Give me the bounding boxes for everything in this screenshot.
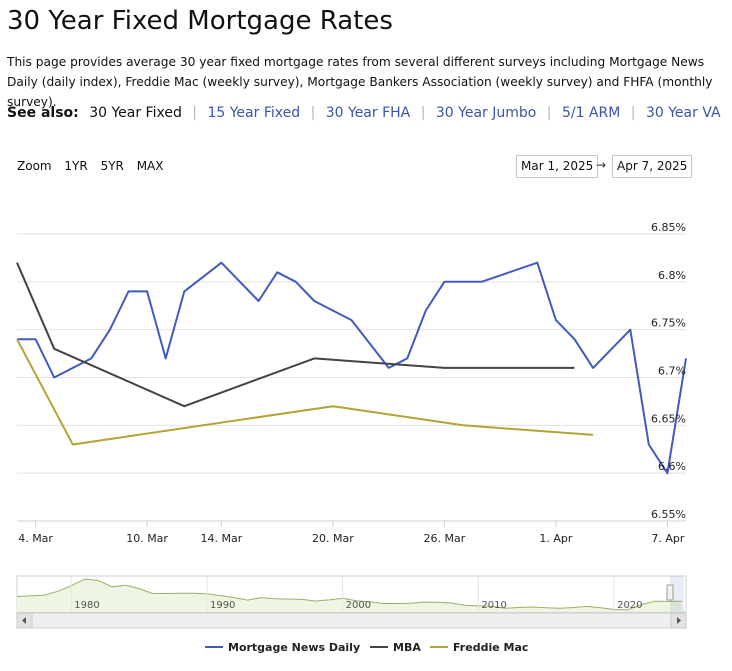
zoom-5yr-button[interactable]: 5YR [100, 159, 124, 173]
legend-label-mortgage-news-daily[interactable]: Mortgage News Daily [228, 641, 360, 654]
link-5-1-arm[interactable]: 5/1 ARM [561, 105, 621, 121]
separator: | [192, 105, 198, 121]
x-axis-labels: 4. Mar 10. Mar 14. Mar 20. Mar 26. Mar 1. Apr… [18, 521, 685, 545]
navigator-year-label: 1980 [74, 600, 99, 611]
legend: Mortgage News Daily MBA Freddie Mac [205, 641, 528, 654]
y-tick-label: 6.85% [651, 221, 686, 234]
zoom-1yr-button[interactable]: 1YR [64, 159, 88, 173]
series-line-freddie-mac [16, 338, 594, 446]
scroll-right-arrow-icon [677, 617, 681, 624]
series-lines [16, 261, 687, 475]
navigator-handle[interactable] [666, 584, 674, 601]
separator: | [310, 105, 316, 121]
link-30-year-jumbo[interactable]: 30 Year Jumbo [435, 105, 537, 121]
navigator-area [17, 579, 682, 612]
navigator-year-label: 2000 [346, 600, 371, 611]
navigator-year-label: 2010 [481, 600, 506, 611]
separator: | [630, 105, 636, 121]
navigator-year-label: 1990 [210, 600, 235, 611]
navigator-line [16, 578, 682, 611]
page-description: This page provides average 30 year fixed… [7, 55, 713, 109]
x-tick-label: 4. Mar [18, 532, 53, 545]
link-30-year-va[interactable]: 30 Year VA [645, 105, 721, 121]
see-also-label: See also: [7, 105, 79, 121]
y-tick-label: 6.55% [651, 508, 686, 521]
navigator[interactable]: 1980 1990 2000 2010 2020 [16, 575, 687, 629]
x-tick-label: 26. Mar [424, 532, 466, 545]
navigator-year-label: 2020 [617, 600, 642, 611]
zoom-max-button[interactable]: MAX [136, 159, 164, 173]
link-15-year-fixed[interactable]: 15 Year Fixed [207, 105, 301, 121]
y-tick-label: 6.65% [651, 412, 686, 425]
scroll-left-arrow-icon [22, 617, 26, 624]
x-tick-label: 10. Mar [126, 532, 168, 545]
x-tick-label: 1. Apr [539, 532, 572, 545]
series-line-mba [16, 262, 575, 408]
separator: | [546, 105, 552, 121]
zoom-label: Zoom [17, 159, 52, 173]
y-tick-label: 6.6% [658, 460, 686, 473]
navigator-scrollbar[interactable] [16, 612, 687, 629]
y-tick-label: 6.8% [658, 269, 686, 282]
see-also-current-30-year-fixed: 30 Year Fixed [89, 105, 182, 121]
legend-label-mba[interactable]: MBA [393, 641, 421, 654]
series-line-mortgage-news-daily [17, 261, 687, 475]
separator: | [420, 105, 426, 121]
see-also-nav: See also: 30 Year Fixed | 15 Year Fixed … [7, 105, 721, 121]
date-range-arrow: → [596, 158, 607, 172]
y-tick-label: 6.75% [651, 317, 686, 330]
page-title: 30 Year Fixed Mortgage Rates [7, 6, 393, 36]
navigator-selection[interactable] [670, 576, 684, 612]
zoom-controls: Zoom 1YR 5YR MAX [17, 159, 173, 173]
legend-label-freddie-mac[interactable]: Freddie Mac [453, 641, 528, 654]
x-tick-label: 7. Apr [651, 532, 684, 545]
x-tick-label: 14. Mar [201, 532, 243, 545]
grid-lines [17, 233, 686, 522]
y-axis-labels: 6.85% 6.8% 6.75% 6.7% 6.65% 6.6% 6.55% [651, 221, 686, 521]
date-from-input[interactable]: Mar 1, 2025 [516, 155, 599, 178]
y-tick-label: 6.7% [658, 365, 686, 378]
link-30-year-fha[interactable]: 30 Year FHA [325, 105, 411, 121]
date-to-input[interactable]: Apr 7, 2025 [612, 155, 693, 178]
x-tick-label: 20. Mar [312, 532, 354, 545]
